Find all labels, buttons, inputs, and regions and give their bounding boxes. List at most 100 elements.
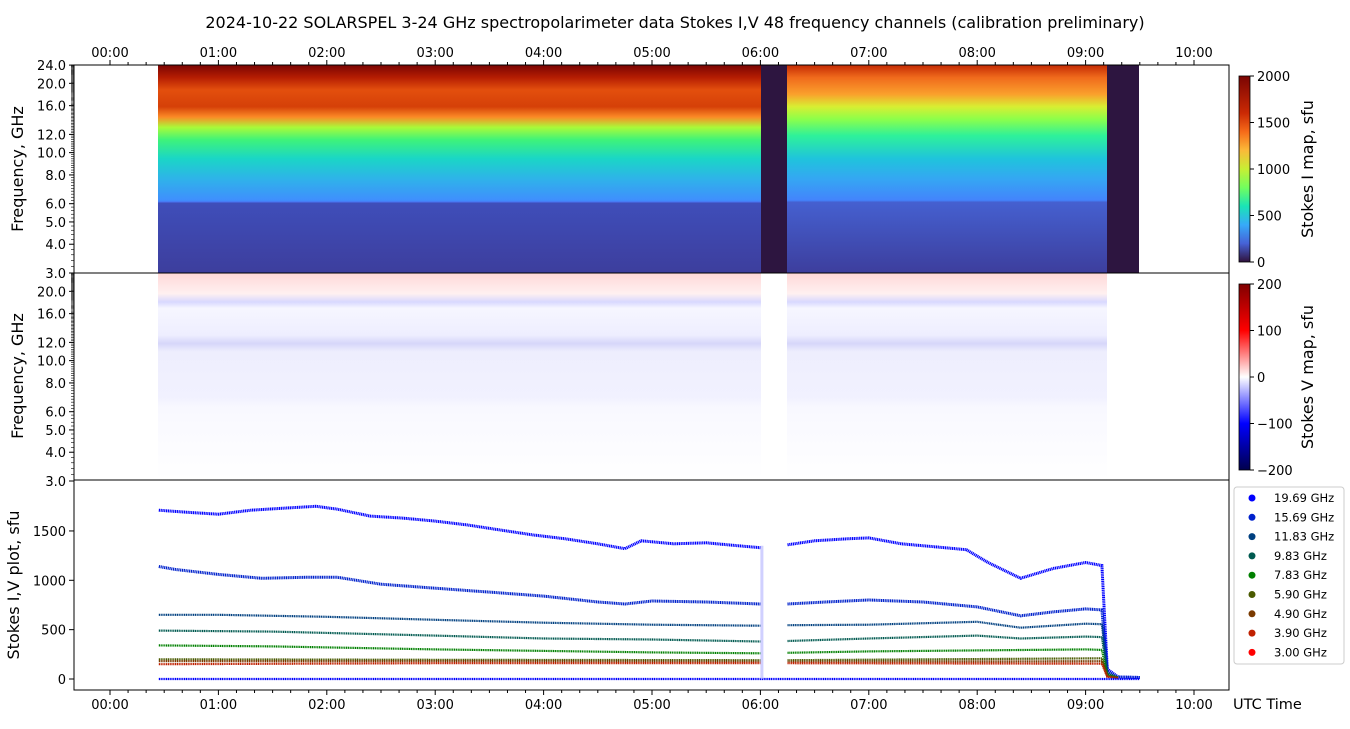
- stokes-i-heatmap-late: [787, 65, 1107, 273]
- x-tick-label-bottom: 05:00: [633, 698, 670, 713]
- x-tick-label-bottom: 03:00: [416, 698, 453, 713]
- y-tick-label: 4.0: [45, 446, 66, 461]
- x-tick-label-bottom: 00:00: [91, 698, 128, 713]
- series-line-5-90-ghz: [158, 658, 761, 662]
- colorbar-tick-label: 0: [1257, 371, 1265, 386]
- ylabel-panel3: Stokes I,V plot, sfu: [4, 511, 23, 660]
- legend-marker: [1248, 513, 1256, 521]
- colorbar-tick-label: 200: [1257, 278, 1282, 293]
- y-tick-label: 16.0: [37, 100, 66, 115]
- series-line-9-83-ghz-b: [787, 634, 1119, 679]
- xlabel: UTC Time: [1233, 697, 1302, 713]
- y-tick-label: 6.0: [45, 406, 66, 421]
- series-line-15-69-ghz: [158, 565, 761, 606]
- colorbar-tick-label: 0: [1257, 256, 1265, 271]
- x-tick-label-top: 05:00: [633, 46, 670, 61]
- y-tick-label: 8.0: [45, 169, 66, 184]
- series-line-5-90-ghz-b: [787, 657, 1119, 679]
- y-tick-label: 10.0: [37, 147, 66, 162]
- legend-label: 7.83 GHz: [1274, 568, 1327, 582]
- series-line-15-69-ghz-b: [787, 598, 1140, 679]
- stokes-i-heatmap-early: [158, 65, 761, 273]
- x-tick-label-top: 10:00: [1175, 46, 1212, 61]
- x-tick-label-top: 09:00: [1067, 46, 1104, 61]
- colorbar-tick-label: −100: [1257, 418, 1293, 433]
- x-tick-label-bottom: 09:00: [1067, 698, 1104, 713]
- legend-label: 4.90 GHz: [1274, 607, 1327, 621]
- legend-marker: [1248, 591, 1256, 598]
- ylabel-panel2: Frequency, GHz: [8, 313, 27, 439]
- colorbar-tick-label: −200: [1257, 464, 1293, 479]
- stokes-i-gap-1: [761, 65, 787, 273]
- stokes-v-heatmap: [158, 273, 1107, 480]
- legend-marker: [1248, 533, 1256, 541]
- legend-marker: [1248, 648, 1256, 656]
- colorbar-tick-label: 100: [1257, 325, 1282, 340]
- y-tick-label: 6.0: [45, 198, 66, 213]
- stokes-v-gap-1: [761, 273, 787, 480]
- y-tick-label: 10.0: [37, 355, 66, 370]
- colorbar-v: [1238, 283, 1251, 471]
- y-tick-label: 1000: [33, 574, 66, 589]
- x-tick-label-top: 00:00: [91, 46, 128, 61]
- legend-label: 5.90 GHz: [1274, 588, 1327, 602]
- x-tick-label-top: 04:00: [525, 46, 562, 61]
- y-tick-label: 1500: [33, 525, 66, 540]
- stokes-i-map: [73, 64, 1230, 274]
- legend-marker: [1248, 629, 1256, 637]
- y-tick-label: 12.0: [37, 336, 66, 351]
- y-tick-label: 0: [58, 673, 66, 688]
- series-line-19-69-ghz: [158, 504, 761, 551]
- ylabel-panel1: Frequency, GHz: [8, 106, 27, 232]
- series-line-3-90-ghz: [158, 662, 761, 666]
- x-tick-label-top: 06:00: [742, 46, 779, 61]
- series-line-4-90-ghz: [158, 660, 761, 663]
- y-tick-label: 20.0: [37, 77, 66, 92]
- series-line-11-83-ghz-b: [787, 620, 1119, 679]
- y-tick-label: 12.0: [37, 128, 66, 143]
- y-tick-label: 5.0: [45, 424, 66, 439]
- x-tick-label-top: 01:00: [200, 46, 237, 61]
- stokes-v-map: [73, 272, 1230, 481]
- legend-label: 19.69 GHz: [1274, 491, 1334, 505]
- series-line-9-83-ghz: [158, 629, 761, 643]
- legend-label: 9.83 GHz: [1274, 549, 1327, 563]
- colorbar-tick-label: 500: [1257, 210, 1282, 225]
- x-tick-label-bottom: 02:00: [308, 698, 345, 713]
- x-tick-label-top: 07:00: [850, 46, 887, 61]
- y-tick-label: 20.0: [37, 285, 66, 300]
- legend-marker: [1248, 494, 1256, 502]
- y-tick-label: 500: [41, 624, 66, 639]
- y-tick-label: 4.0: [45, 238, 66, 253]
- series-line-3-90-ghz-b: [787, 662, 1119, 680]
- x-tick-label-bottom: 01:00: [200, 698, 237, 713]
- y-tick-label: 8.0: [45, 377, 66, 392]
- series-line-4-90-ghz-b: [787, 660, 1119, 680]
- colorbar-i: [1238, 75, 1251, 263]
- x-tick-label-bottom: 08:00: [958, 698, 995, 713]
- x-tick-label-bottom: 10:00: [1175, 698, 1212, 713]
- colorbar-v-label: Stokes V map, sfu: [1298, 305, 1317, 449]
- legend-marker: [1248, 552, 1256, 560]
- legend-marker: [1248, 610, 1256, 618]
- x-tick-label-top: 02:00: [308, 46, 345, 61]
- legend-box: [1233, 486, 1345, 665]
- legend-label: 3.00 GHz: [1274, 645, 1327, 659]
- x-tick-label-top: 08:00: [958, 46, 995, 61]
- series-line-19-69-ghz-b: [787, 536, 1140, 679]
- legend-label: 15.69 GHz: [1274, 510, 1334, 524]
- legend-marker: [1248, 571, 1256, 579]
- x-tick-label-bottom: 06:00: [742, 698, 779, 713]
- y-tick-label: 3.0: [45, 475, 66, 490]
- y-tick-label: 5.0: [45, 216, 66, 231]
- colorbar-tick-label: 2000: [1257, 70, 1290, 85]
- series-line-11-83-ghz: [158, 613, 761, 627]
- y-tick-label: 16.0: [37, 308, 66, 323]
- y-tick-label: 3.0: [45, 267, 66, 282]
- legend-label: 3.90 GHz: [1274, 626, 1327, 640]
- colorbar-i-label: Stokes I map, sfu: [1298, 100, 1317, 238]
- y-tick-label: 24.0: [37, 59, 66, 74]
- stokes-i-gap-2: [1107, 65, 1139, 273]
- legend-label: 11.83 GHz: [1274, 530, 1334, 544]
